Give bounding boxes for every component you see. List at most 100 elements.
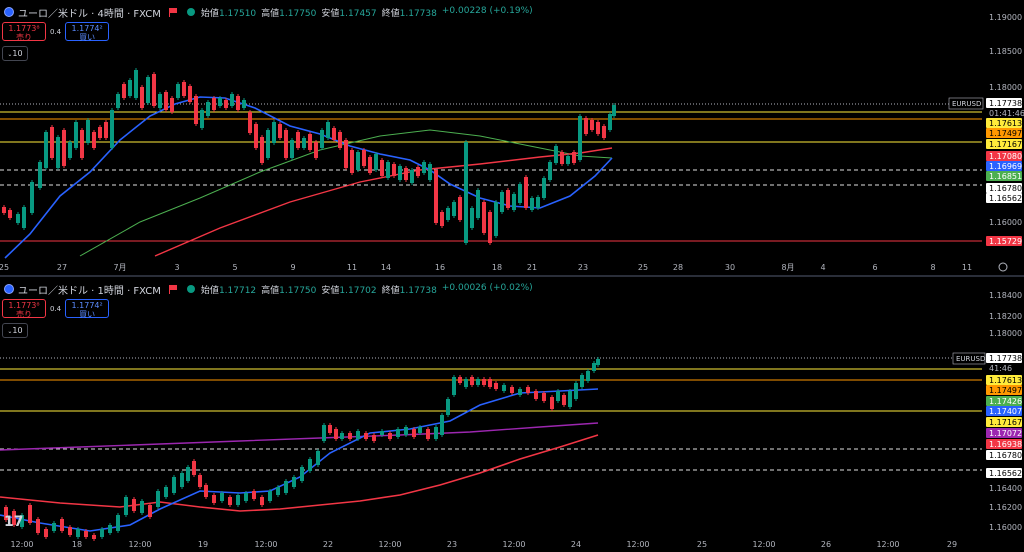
pane-divider[interactable] bbox=[0, 275, 1024, 278]
chart-pane-1h[interactable]: 1.18400 1.18200 1.18000 1.16400 1.16200 1.160… bbox=[0, 277, 1024, 552]
candle bbox=[488, 212, 492, 243]
candle bbox=[510, 387, 514, 393]
time-axis-label: 12:00 bbox=[10, 540, 33, 549]
candle bbox=[158, 94, 162, 108]
price-tag-label: 1.17426 bbox=[989, 397, 1022, 406]
time-axis-label: 18 bbox=[72, 540, 82, 549]
candle bbox=[434, 427, 438, 439]
candle bbox=[308, 459, 312, 471]
price-tag bbox=[986, 353, 1022, 363]
candle bbox=[596, 122, 600, 134]
candle bbox=[268, 491, 272, 501]
time-axis-label: 5 bbox=[232, 263, 237, 272]
candle bbox=[74, 122, 78, 148]
candle bbox=[108, 525, 112, 533]
lot-size-button[interactable]: ⌄10 bbox=[2, 46, 28, 61]
candle bbox=[296, 132, 300, 148]
candle bbox=[380, 160, 384, 176]
chart-pane-4h[interactable]: 1.19000 1.18500 1.18000 1.16000 1.17738 1.176… bbox=[0, 0, 1024, 276]
price-axis-label: 1.18000 bbox=[989, 329, 1022, 338]
candle bbox=[116, 515, 120, 531]
candle bbox=[30, 182, 34, 213]
candle bbox=[488, 379, 492, 387]
candle bbox=[446, 208, 450, 220]
lot-size-button[interactable]: ⌄10 bbox=[2, 323, 28, 338]
candle bbox=[554, 146, 558, 163]
candle bbox=[612, 105, 616, 116]
candle bbox=[398, 166, 402, 180]
price-tag-label: 1.16851 bbox=[989, 172, 1022, 181]
candle bbox=[530, 198, 534, 210]
time-axis-label: 12:00 bbox=[502, 540, 525, 549]
price-axis-label: 1.16400 bbox=[989, 484, 1022, 493]
candle bbox=[590, 120, 594, 130]
candle bbox=[422, 162, 426, 173]
time-axis-label: 25 bbox=[638, 263, 648, 272]
candle bbox=[550, 397, 554, 409]
candle bbox=[458, 197, 462, 220]
candle bbox=[284, 481, 288, 493]
candle bbox=[98, 127, 102, 138]
price-tag bbox=[986, 171, 1022, 181]
price-axis-label: 1.18000 bbox=[989, 83, 1022, 92]
price-tag bbox=[986, 193, 1022, 203]
candle bbox=[230, 94, 234, 106]
candle bbox=[404, 427, 408, 435]
price-tag bbox=[986, 236, 1022, 246]
sell-button[interactable]: 1.1773⁸ 売り bbox=[2, 299, 46, 319]
candle bbox=[52, 523, 56, 531]
chart-canvas-4h[interactable]: 1.19000 1.18500 1.18000 1.16000 1.17738 1.176… bbox=[0, 0, 1024, 276]
countdown: 41:46 bbox=[989, 364, 1012, 373]
market-open-icon bbox=[186, 285, 195, 293]
time-axis-label: 24 bbox=[571, 540, 581, 549]
price-tag bbox=[986, 428, 1022, 438]
candle bbox=[412, 429, 416, 437]
candle bbox=[176, 84, 180, 98]
legend-header: ユーロ／米ドル · 4時間 · FXCM 始値1.17510 高値1.17750… bbox=[4, 4, 533, 20]
candle bbox=[4, 507, 8, 520]
price-tag-label: 1.16562 bbox=[989, 469, 1022, 478]
candle bbox=[228, 497, 232, 505]
candle bbox=[284, 130, 288, 158]
candle bbox=[8, 210, 12, 218]
candle bbox=[536, 197, 540, 208]
price-tag-label: 1.17613 bbox=[989, 376, 1022, 385]
ohlc-values: 始値1.17510 高値1.17750 安値1.17457 終値1.17738 … bbox=[200, 5, 533, 19]
candle bbox=[396, 429, 400, 437]
symbol-title[interactable]: ユーロ／米ドル · 4時間 · FXCM bbox=[18, 8, 161, 20]
time-axis-label: 11 bbox=[962, 263, 972, 272]
price-tag bbox=[986, 139, 1022, 149]
time-axis-label: 12:00 bbox=[254, 540, 277, 549]
buy-button[interactable]: 1.1774² 買い bbox=[65, 299, 110, 319]
candle bbox=[446, 399, 450, 415]
price-tag bbox=[986, 396, 1022, 406]
candle bbox=[260, 497, 264, 505]
flag-icon[interactable] bbox=[168, 284, 177, 294]
candle bbox=[164, 92, 168, 110]
candle bbox=[334, 429, 338, 439]
flag-icon[interactable] bbox=[168, 7, 177, 17]
tradingview-logo-icon[interactable]: 17 bbox=[4, 514, 24, 530]
candle bbox=[560, 152, 564, 164]
time-axis-label: 6 bbox=[872, 263, 877, 272]
price-tag-label: 1.17080 bbox=[989, 152, 1022, 161]
sell-button[interactable]: 1.1773⁸ 売り bbox=[2, 22, 46, 42]
ma-purple bbox=[0, 422, 599, 451]
candle bbox=[548, 162, 552, 180]
price-tag-label: 1.16938 bbox=[989, 440, 1022, 449]
price-tag bbox=[986, 161, 1022, 171]
candle bbox=[224, 100, 228, 108]
candle bbox=[482, 379, 486, 385]
candle bbox=[204, 485, 208, 497]
chart-canvas-1h[interactable]: 1.18400 1.18200 1.18000 1.16400 1.16200 1.160… bbox=[0, 277, 1024, 552]
candle bbox=[220, 493, 224, 501]
candle bbox=[76, 529, 80, 537]
buy-button[interactable]: 1.1774² 買い bbox=[65, 22, 110, 42]
candle bbox=[80, 130, 84, 158]
price-tag bbox=[986, 439, 1022, 449]
price-axis-label: 1.16200 bbox=[989, 503, 1022, 512]
time-axis-label: 12:00 bbox=[626, 540, 649, 549]
candle bbox=[302, 138, 306, 148]
time-axis-label: 12:00 bbox=[876, 540, 899, 549]
symbol-title[interactable]: ユーロ／米ドル · 1時間 · FXCM bbox=[18, 285, 161, 297]
